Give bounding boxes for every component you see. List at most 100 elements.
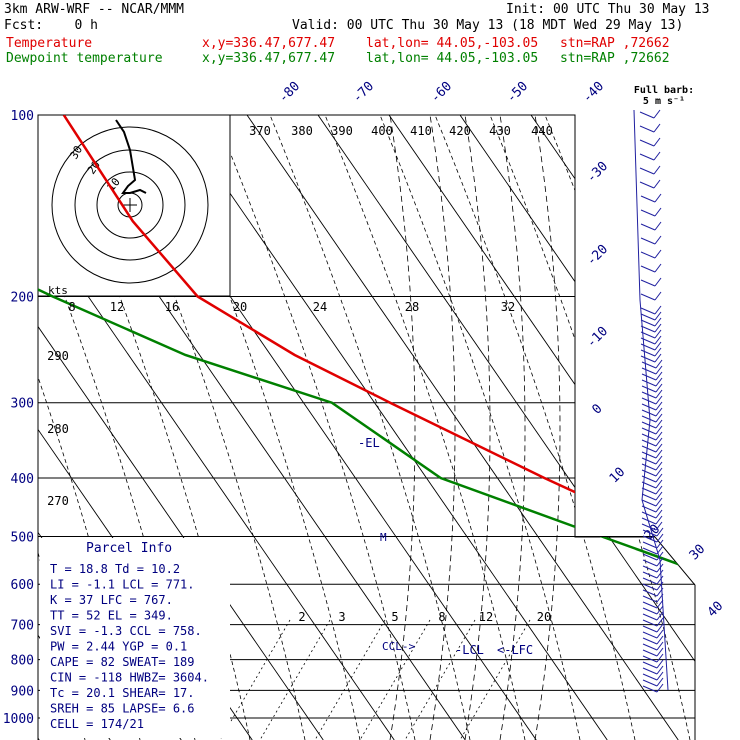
hodograph-trace [115,119,147,194]
mixing-ratio-label: 12 [479,610,493,624]
barb-key-title: Full barb: [634,85,694,96]
wind-barb [639,111,655,119]
theta-label: 280 [47,422,69,436]
wind-barb [656,659,664,669]
wind-barb [641,385,657,393]
theta-e-label: 390 [331,124,353,138]
hodograph-ring-label: 30 [67,144,85,162]
dry-adiabat-line [544,115,695,740]
wind-speed-label: 8 [68,300,75,314]
wind-barb-staff [633,109,669,691]
pressure-tick-label: 100 [11,109,34,124]
wind-barb [654,193,662,203]
pressure-tick-label: 900 [11,684,34,699]
wind-barb [656,617,664,627]
wind-barb [653,165,661,175]
wind-barb [654,207,662,217]
wind-barb [655,491,663,501]
dry-adiabat-line [434,115,636,740]
wind-barb [656,551,664,561]
wind-barb [642,631,658,639]
parcel-info-row: K = 37 LFC = 767. [50,593,173,607]
temperature-axis-label: 0 [589,401,605,417]
dry-adiabat-line [214,115,416,740]
wind-barb [642,667,658,675]
wind-barb [641,523,657,531]
wind-barb [655,479,663,489]
wind-barb [654,329,662,339]
wind-barb [642,649,658,657]
wind-barb [641,469,657,477]
ccl-marker: CCL-> [382,640,415,653]
parcel-info-row: TT = 52 EL = 349. [50,609,173,623]
temperature-axis-label: -70 [350,79,377,106]
wind-barb [654,221,662,231]
pressure-tick-label: 400 [11,472,34,487]
wind-barb [654,341,662,351]
mixing-ratio-line [459,619,531,740]
dewpoint-station: stn=RAP ,72662 [560,51,670,66]
temperature-xy: x,y=336.47,677.47 [202,36,336,51]
wind-barb [642,589,658,597]
parcel-info-panel [40,538,230,738]
temperature-axis-label: 30 [687,542,709,564]
parcel-info-row: CAPE = 82 SWEAT= 189 [50,655,195,669]
wind-barb [654,263,662,273]
wind-barb [641,481,657,489]
wind-barb [641,391,657,399]
isotherm-line [38,115,40,740]
wind-barb [641,463,657,471]
wind-barb [656,653,664,663]
wind-barb [641,361,657,369]
wind-barb [655,485,663,495]
isotherm-line [246,115,679,740]
wind-barb [641,457,657,465]
wind-barb [653,137,661,147]
wind-barb [642,559,658,567]
wind-barb [655,377,663,387]
wind-barb [641,433,657,441]
wind-barb [640,265,656,273]
wind-barb [641,367,657,375]
wind-barb [655,395,663,405]
wind-barb [642,571,658,579]
wind-barb [655,383,663,393]
mixing-ratio-label: 8 [438,610,445,624]
theta-e-label: 380 [291,124,313,138]
wind-barb [653,123,661,133]
wind-barb [654,235,662,245]
wind-barb [655,461,663,471]
wind-barb [642,547,658,555]
temperature-axis-label: -10 [584,324,611,351]
wind-barb [642,619,658,627]
wind-barb [656,635,664,645]
wind-barb [642,661,658,669]
wind-barb [655,389,663,399]
theta-label: 270 [47,494,69,508]
wind-barb [653,151,661,161]
mid-marker: M [380,531,387,544]
wind-barb [640,325,656,333]
wind-barb [642,643,658,651]
wind-barb [656,533,664,543]
wind-barb [639,139,655,147]
hodograph-ring [51,126,209,284]
isotherm-line [601,115,695,740]
wind-barb [655,359,663,369]
mixing-ratio-line [219,619,291,740]
moist-adiabat-line [499,115,526,740]
temperature-profile [62,115,695,677]
wind-barb [642,553,658,561]
wind-barb [642,685,658,693]
wind-barb [656,569,664,579]
wind-barb [656,527,664,537]
wind-barb [654,305,662,315]
temperature-axis-label: -30 [584,159,611,186]
wind-barb [656,665,664,675]
wind-barb [656,641,664,651]
wind-barb [654,291,662,301]
wind-barb [641,397,657,405]
wind-barb [641,439,657,447]
wind-barb [641,373,657,381]
theta-e-label: 440 [531,124,553,138]
